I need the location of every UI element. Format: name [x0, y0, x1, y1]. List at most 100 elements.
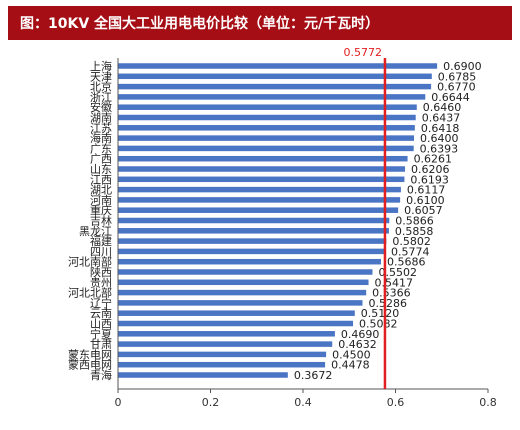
chart-title: 图：10KV 全国大工业用电电价比较（单位：元/千瓦时） — [20, 16, 380, 32]
category-label: 四川 — [90, 245, 112, 258]
bar-20 — [118, 269, 373, 275]
value-label: 0.5120 — [361, 307, 400, 320]
bar-25 — [118, 320, 354, 327]
category-label: 山东 — [90, 163, 112, 176]
bar-1 — [118, 73, 432, 80]
bar-5 — [118, 114, 416, 121]
bar-2 — [118, 83, 432, 90]
bar-19 — [118, 258, 381, 265]
x-axis: 0 0.2 0.4 0.6 0.8 — [115, 58, 497, 409]
value-label: 0.6193 — [410, 173, 449, 186]
bar-24 — [118, 310, 355, 316]
value-label: 0.6057 — [404, 204, 443, 217]
bar-13 — [118, 197, 401, 203]
bar-8 — [118, 145, 414, 152]
category-label: 浙江 — [90, 91, 112, 104]
category-label: 云南 — [90, 307, 112, 320]
value-label: 0.5082 — [359, 318, 398, 331]
x-tick-label: 0.4 — [294, 396, 312, 409]
bar-26 — [118, 331, 335, 337]
bar-15 — [118, 217, 390, 224]
bar-22 — [118, 289, 367, 296]
category-label: 天津 — [90, 70, 112, 83]
value-label: 0.5366 — [372, 287, 411, 300]
category-label: 重庆 — [90, 203, 112, 217]
value-label: 0.5774 — [391, 245, 430, 258]
bar-16 — [118, 228, 389, 234]
category-label: 海南 — [90, 131, 112, 145]
category-label: 山西 — [90, 318, 112, 331]
value-label: 0.4478 — [331, 359, 370, 372]
value-label: 0.4690 — [341, 328, 380, 341]
category-label: 福建 — [90, 234, 112, 248]
bar-29 — [118, 361, 326, 368]
bars-group: 上海 0.6900 天津 0.6785 北京 0.6770 浙江 0.6644 安徽 0.6460… — [68, 59, 482, 382]
value-label: 0.6644 — [431, 91, 470, 104]
bar-7 — [118, 135, 414, 141]
category-label: 湖北 — [90, 184, 112, 197]
bar-27 — [118, 341, 333, 347]
category-label: 贵州 — [90, 276, 112, 289]
value-label: 0.6400 — [420, 132, 459, 145]
reference-line-label: 0.5772 — [343, 46, 382, 59]
category-label: 河北北部 — [68, 286, 112, 300]
value-label: 0.6100 — [406, 194, 445, 207]
bar-4 — [118, 104, 417, 110]
bar-28 — [118, 351, 327, 358]
bar-12 — [118, 186, 401, 193]
value-label: 0.5502 — [378, 266, 417, 279]
bar-9 — [118, 155, 408, 162]
value-label: 0.5858 — [395, 225, 434, 238]
x-tick-label: 0.6 — [387, 396, 405, 409]
category-label: 广西 — [90, 153, 112, 166]
bar-10 — [118, 166, 406, 172]
bar-18 — [118, 248, 386, 255]
category-label: 江西 — [90, 173, 112, 186]
value-label: 0.5802 — [392, 235, 431, 248]
category-label: 甘肃 — [90, 338, 112, 351]
category-label: 辽宁 — [90, 296, 112, 310]
bar-30 — [118, 372, 288, 378]
category-label: 陕西 — [90, 265, 112, 279]
bar-17 — [118, 238, 387, 244]
value-label: 0.3672 — [294, 369, 333, 382]
value-label: 0.6261 — [414, 153, 453, 166]
category-label: 河南 — [90, 194, 112, 207]
category-label: 江苏 — [90, 122, 112, 135]
value-label: 0.6437 — [422, 112, 461, 125]
category-label: 吉林 — [90, 214, 112, 228]
title-bar: 图：10KV 全国大工业用电电价比较（单位：元/千瓦时） — [8, 6, 512, 40]
bar-11 — [118, 176, 405, 183]
value-label: 0.6393 — [420, 142, 459, 155]
category-label: 宁夏 — [90, 327, 112, 341]
reference-line-group: 0.5772 — [343, 46, 387, 389]
category-label: 安徽 — [90, 100, 112, 114]
value-label: 0.6900 — [443, 60, 482, 73]
value-label: 0.5286 — [368, 297, 407, 310]
bar-3 — [118, 94, 426, 100]
bar-21 — [118, 279, 369, 286]
value-label: 0.6206 — [411, 163, 450, 176]
category-label: 青海 — [90, 368, 112, 382]
value-label: 0.6770 — [437, 81, 476, 94]
category-label: 蒙西电网 — [68, 359, 112, 372]
value-label: 0.6117 — [407, 184, 446, 197]
bar-23 — [118, 300, 363, 306]
bar-6 — [118, 125, 415, 131]
value-label: 0.6460 — [423, 101, 462, 114]
category-label: 北京 — [90, 80, 112, 94]
value-label: 0.4632 — [338, 338, 377, 351]
value-label: 0.6418 — [421, 122, 460, 135]
category-label: 上海 — [90, 59, 112, 73]
category-label: 河北南部 — [68, 255, 112, 269]
category-label: 广东 — [90, 142, 112, 155]
category-label: 黑龙江 — [79, 225, 112, 238]
category-label: 蒙东电网 — [68, 348, 112, 361]
value-label: 0.5866 — [395, 215, 434, 228]
value-label: 0.6785 — [438, 70, 477, 83]
x-tick-label: 0.2 — [202, 396, 220, 409]
category-label: 湖南 — [90, 112, 112, 125]
bar-14 — [118, 207, 399, 213]
x-tick-label: 0 — [115, 396, 122, 409]
